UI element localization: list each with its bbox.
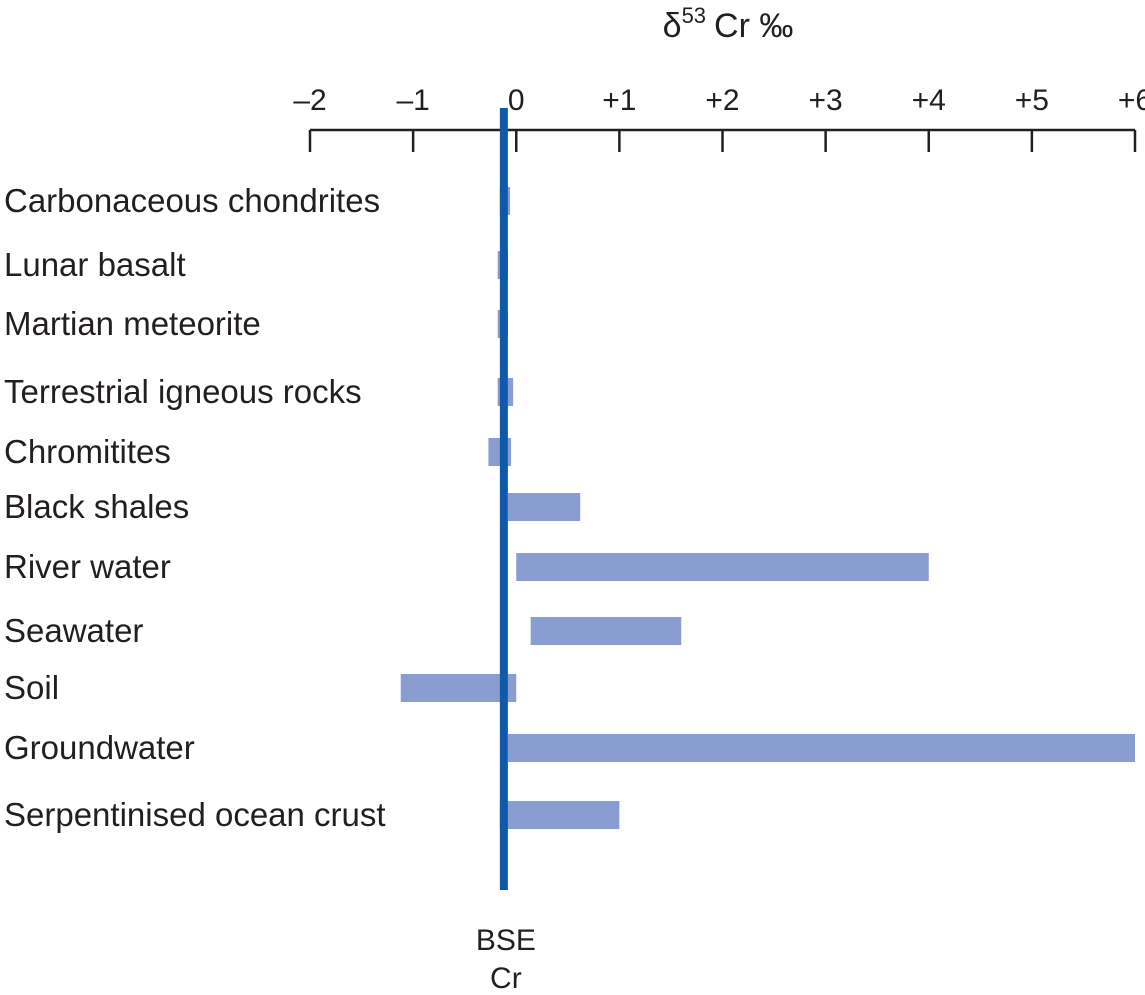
x-tick-label: +5 bbox=[1015, 84, 1049, 117]
x-tick-label: +4 bbox=[912, 84, 946, 117]
category-label: Terrestrial igneous rocks bbox=[4, 373, 362, 410]
range-bar bbox=[508, 734, 1135, 762]
x-tick-label: +2 bbox=[705, 84, 739, 117]
category-label: Martian meteorite bbox=[4, 305, 261, 342]
category-label: Groundwater bbox=[4, 729, 195, 766]
reference-label-line2: Cr bbox=[490, 962, 522, 995]
category-label: Serpentinised ocean crust bbox=[4, 796, 386, 833]
category-label: Carbonaceous chondrites bbox=[4, 182, 380, 219]
category-label: River water bbox=[4, 548, 171, 585]
title-superscript: 53 bbox=[682, 3, 706, 28]
range-bar bbox=[508, 493, 581, 521]
title-rest: Cr ‰ bbox=[714, 7, 793, 45]
x-tick-label: +3 bbox=[809, 84, 843, 117]
x-tick-label: +6 bbox=[1118, 84, 1145, 117]
category-label: Soil bbox=[4, 669, 59, 706]
category-label: Black shales bbox=[4, 488, 189, 525]
reference-label-line1: BSE bbox=[476, 924, 536, 957]
x-axis: –2 –1 0 +1 +2 +3 +4 +5 +6 bbox=[293, 84, 1145, 152]
category-label: Lunar basalt bbox=[4, 246, 186, 283]
category-label: Seawater bbox=[4, 612, 143, 649]
range-bar bbox=[530, 617, 682, 645]
category-labels: Carbonaceous chondrites Lunar basalt Marti… bbox=[4, 182, 386, 833]
axis-title: δ53 Cr ‰ bbox=[663, 3, 794, 45]
category-label: Chromitites bbox=[4, 433, 171, 470]
x-tick-label: +1 bbox=[602, 84, 636, 117]
x-tick-label: –2 bbox=[293, 84, 326, 117]
range-bars bbox=[400, 187, 1135, 829]
range-bar bbox=[499, 801, 620, 829]
reference-group: BSE Cr bbox=[476, 108, 536, 995]
range-bar bbox=[516, 553, 929, 581]
range-bar bbox=[400, 674, 517, 702]
title-delta: δ bbox=[663, 7, 682, 45]
x-tick-label: –1 bbox=[396, 84, 429, 117]
x-tick-label: 0 bbox=[508, 84, 525, 117]
